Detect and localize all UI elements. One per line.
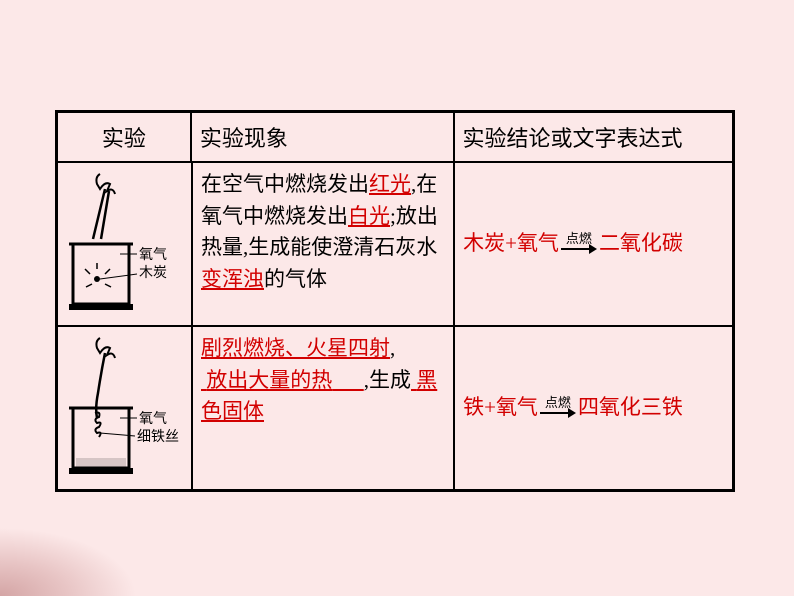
oxygen-label: 氧气 bbox=[139, 247, 167, 263]
blank-sparks: 剧烈燃烧、火星四射 bbox=[201, 336, 390, 360]
header-col1-label: 实验 bbox=[102, 121, 146, 153]
iron-experiment-diagram: 氧气 细铁丝 bbox=[65, 333, 185, 483]
blank-turbid: 变浑浊 bbox=[201, 267, 264, 291]
reactant-oxygen: 氧气 bbox=[517, 230, 559, 257]
charcoal-equation: 木炭+氧气 点燃 二氧化碳 bbox=[463, 230, 683, 257]
reaction-arrow: 点燃 bbox=[561, 232, 597, 255]
plus-sign: + bbox=[484, 394, 496, 421]
table-row-charcoal: 氧气 木炭 在空气中燃烧发出红光,在氧气中燃烧发出白光;放出热量,生成能使澄清石… bbox=[58, 163, 732, 327]
experiment-table: 实验 实验现象 实验结论或文字表达式 bbox=[55, 110, 735, 492]
charcoal-phenomenon-cell: 在空气中燃烧发出红光,在氧气中燃烧发出白光;放出热量,生成能使澄清石灰水变浑浊的… bbox=[193, 163, 455, 325]
blank-red-light: 红光 bbox=[369, 172, 411, 196]
oxygen-label-2: 氧气 bbox=[139, 411, 167, 427]
arrow-icon bbox=[540, 407, 576, 419]
iron-experiment-cell: 氧气 细铁丝 bbox=[58, 327, 193, 489]
iron-phenomenon-text: 剧烈燃烧、火星四射, 放出大量的热 ,生成 黑色固体 bbox=[201, 333, 445, 428]
table-row-iron: 氧气 细铁丝 剧烈燃烧、火星四射, 放出大量的热 ,生成 黑色固体 铁+氧气 点… bbox=[58, 327, 732, 489]
table-header-row: 实验 实验现象 实验结论或文字表达式 bbox=[58, 113, 732, 163]
text-segment: 在空气中燃烧发出 bbox=[201, 172, 369, 196]
charcoal-experiment-cell: 氧气 木炭 bbox=[58, 163, 193, 325]
text-segment: ,生成 bbox=[364, 368, 411, 392]
iron-equation: 铁+氧气 点燃 四氧化三铁 bbox=[463, 394, 683, 421]
page-curl-decoration bbox=[0, 516, 160, 596]
header-experiment: 实验 bbox=[58, 113, 192, 161]
iron-conclusion-cell: 铁+氧气 点燃 四氧化三铁 bbox=[455, 327, 732, 489]
text-segment: 的气体 bbox=[264, 267, 327, 291]
header-col2-label: 实验现象 bbox=[200, 121, 288, 153]
reaction-arrow: 点燃 bbox=[540, 396, 576, 419]
reactant-charcoal: 木炭 bbox=[463, 230, 505, 257]
charcoal-phenomenon-text: 在空气中燃烧发出红光,在氧气中燃烧发出白光;放出热量,生成能使澄清石灰水变浑浊的… bbox=[201, 169, 445, 295]
blank-heat: 放出大量的热 bbox=[206, 368, 332, 392]
reactant-oxygen: 氧气 bbox=[496, 394, 538, 421]
product-co2: 二氧化碳 bbox=[599, 230, 683, 257]
charcoal-label: 木炭 bbox=[139, 265, 167, 281]
reactant-iron: 铁 bbox=[463, 394, 484, 421]
iron-wire-label: 细铁丝 bbox=[137, 429, 179, 445]
text-segment: , bbox=[390, 336, 395, 360]
charcoal-conclusion-cell: 木炭+氧气 点燃 二氧化碳 bbox=[455, 163, 732, 325]
arrow-icon bbox=[561, 243, 597, 255]
blank-white-light: 白光 bbox=[348, 204, 390, 228]
header-phenomenon: 实验现象 bbox=[192, 113, 455, 161]
plus-sign: + bbox=[505, 230, 517, 257]
header-col3-label: 实验结论或文字表达式 bbox=[463, 121, 683, 153]
iron-phenomenon-cell: 剧烈燃烧、火星四射, 放出大量的热 ,生成 黑色固体 bbox=[193, 327, 455, 489]
product-fe3o4: 四氧化三铁 bbox=[578, 394, 683, 421]
header-conclusion: 实验结论或文字表达式 bbox=[455, 113, 732, 161]
charcoal-experiment-diagram: 氧气 木炭 bbox=[65, 169, 185, 319]
